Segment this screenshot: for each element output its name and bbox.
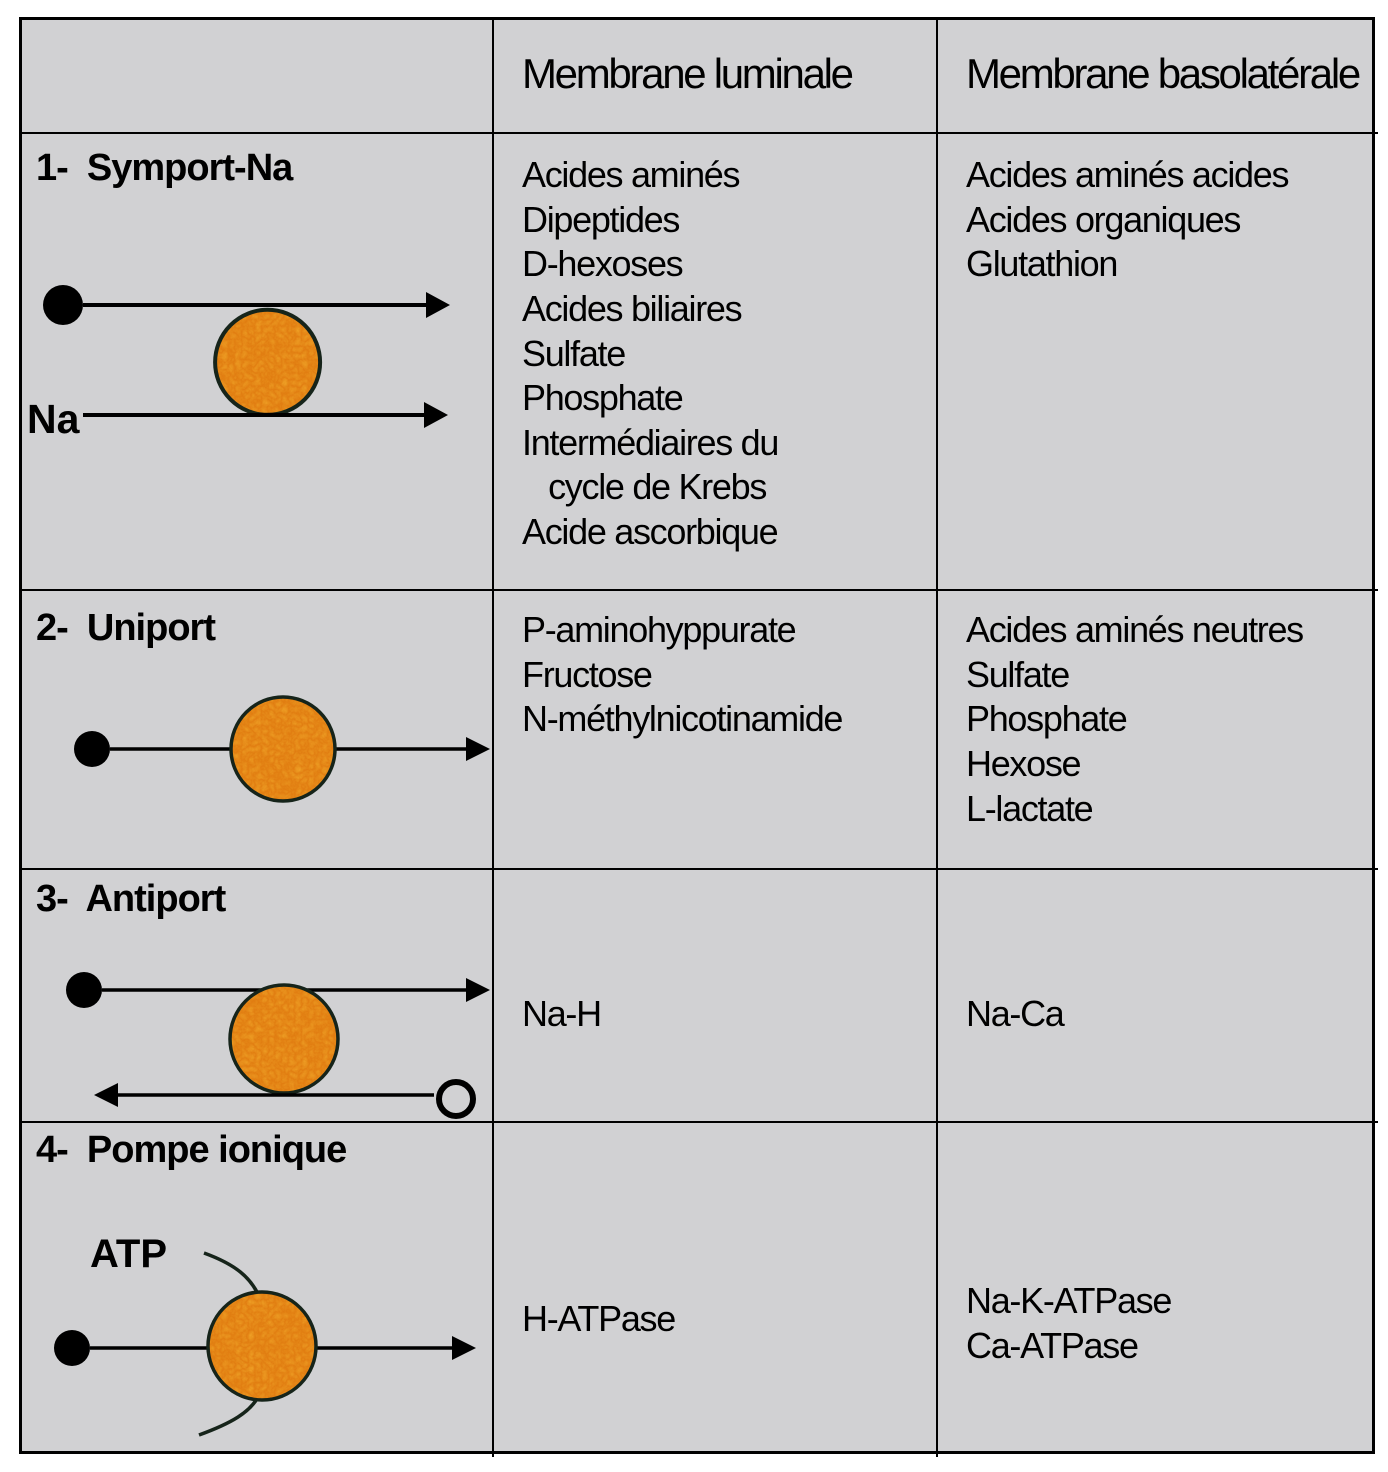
svg-text:ATP: ATP (90, 1232, 167, 1276)
